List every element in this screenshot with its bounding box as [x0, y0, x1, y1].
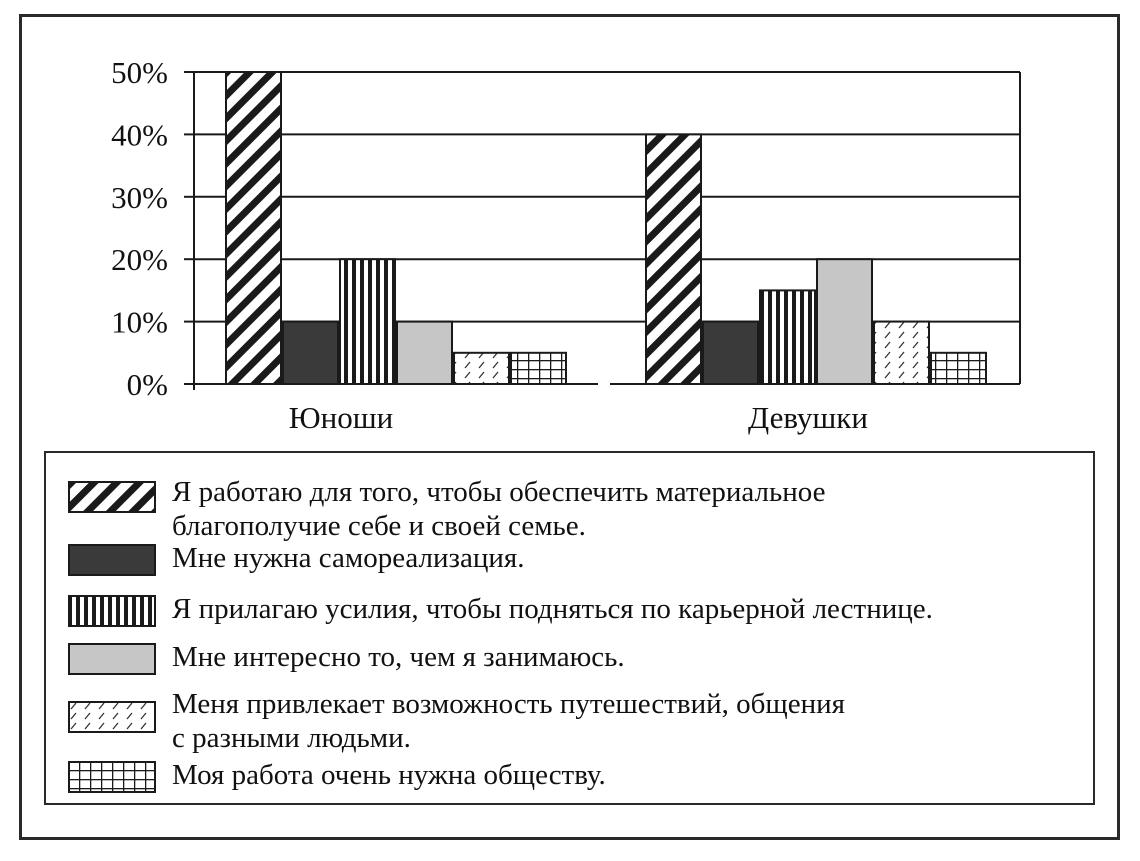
legend-swatch — [68, 701, 156, 733]
bar — [282, 320, 339, 386]
legend-swatch — [68, 643, 156, 675]
bar — [702, 320, 759, 386]
legend-label: Я прилагаю усилия, чтобы подняться по ка… — [172, 593, 933, 625]
legend-label: Моя работа очень нужна обществу. — [172, 759, 606, 791]
y-tick-label: 50% — [111, 55, 168, 90]
legend-label: Меня привлекает возможность путешествий,… — [172, 688, 845, 754]
legend-swatch — [68, 481, 156, 513]
legend: Я работаю для того, чтобы обеспечить мат… — [44, 451, 1095, 805]
x-tick-label: Юноши — [289, 400, 393, 435]
legend-label: Я работаю для того, чтобы обеспечить мат… — [172, 476, 826, 542]
y-tick-label: 30% — [111, 180, 168, 215]
legend-label: Мне интересно то, чем я занимаюсь. — [172, 641, 625, 673]
bar — [759, 289, 816, 385]
bar — [645, 133, 702, 385]
legend-swatch — [68, 595, 156, 627]
legend-label: Мне нужна самореализация. — [172, 542, 525, 574]
y-tick-label: 20% — [111, 242, 168, 277]
legend-swatch — [68, 544, 156, 576]
bar — [225, 71, 282, 385]
y-tick-label: 40% — [111, 117, 168, 152]
bar — [930, 351, 987, 385]
bar — [510, 351, 567, 385]
tick-labels: 0% 10% 20% 30% 40% 50% Юноши Девушки — [111, 55, 868, 435]
bars — [225, 71, 987, 386]
y-tick-label: 10% — [111, 305, 168, 340]
bar — [816, 258, 873, 386]
bar — [396, 320, 453, 386]
y-tick-label: 0% — [127, 367, 168, 402]
figure-frame — [19, 14, 1120, 840]
bar-chart: 0% 10% 20% 30% 40% 50% Юноши Девушки — [111, 55, 1021, 435]
legend-swatch — [68, 761, 156, 793]
x-tick-label: Девушки — [748, 400, 868, 435]
bar — [453, 351, 510, 385]
bar — [339, 258, 396, 386]
bar — [873, 320, 930, 386]
gridlines — [194, 71, 1020, 323]
